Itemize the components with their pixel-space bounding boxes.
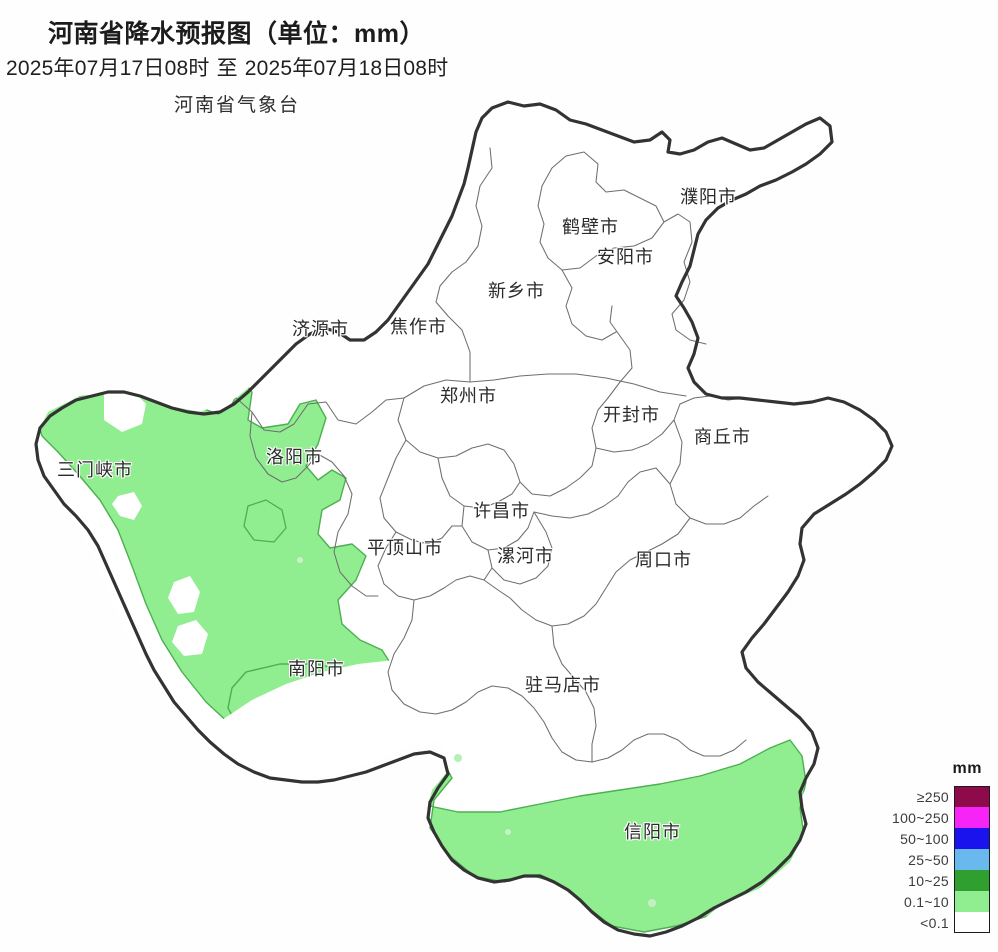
legend-unit-label: mm <box>952 760 982 777</box>
legend-row: 100~250 <box>890 807 990 828</box>
city-label: 新乡市 <box>488 281 545 301</box>
legend-color-swatch <box>954 786 990 807</box>
city-label: 三门峡市 <box>57 460 133 480</box>
city-label: 驻马店市 <box>525 675 601 695</box>
legend-row: 25~50 <box>890 849 990 870</box>
legend-color-swatch <box>954 849 990 870</box>
legend-range-label: ≥250 <box>916 788 949 805</box>
province-boundary <box>34 100 894 938</box>
city-label: 安阳市 <box>597 247 654 267</box>
legend-row: ≥250 <box>890 786 990 807</box>
city-label: 信阳市 <box>624 822 681 842</box>
legend-row: 0.1~10 <box>890 891 990 912</box>
city-label: 濮阳市 <box>680 187 737 207</box>
city-label: 济源市 <box>292 319 349 339</box>
legend-range-label: 50~100 <box>900 830 949 847</box>
legend-color-swatch <box>954 807 990 828</box>
city-label: 南阳市 <box>288 659 345 679</box>
city-label: 周口市 <box>635 550 692 570</box>
city-label: 洛阳市 <box>266 447 323 467</box>
legend-color-swatch <box>954 891 990 912</box>
legend-range-label: <0.1 <box>920 914 949 931</box>
city-label: 漯河市 <box>497 546 554 566</box>
city-label: 鹤壁市 <box>562 217 619 237</box>
legend-entries: ≥250 100~250 50~100 25~50 10~25 0.1~10 <0.1 <box>890 786 990 933</box>
legend-row: 10~25 <box>890 870 990 891</box>
legend-range-label: 10~25 <box>908 872 949 889</box>
city-label: 许昌市 <box>473 501 530 521</box>
city-label: 商丘市 <box>694 427 751 447</box>
legend-color-swatch <box>954 828 990 849</box>
legend-range-label: 100~250 <box>892 809 949 826</box>
legend-row: <0.1 <box>890 912 990 933</box>
city-label: 开封市 <box>603 405 660 425</box>
precipitation-band-0.1-10 <box>35 381 807 933</box>
legend-row: 50~100 <box>890 828 990 849</box>
city-label: 平顶山市 <box>367 538 443 558</box>
legend-color-swatch <box>954 912 990 933</box>
legend: mm ≥250 100~250 50~100 25~50 10~25 0.1~10 <0.1 <box>890 760 990 942</box>
city-label: 郑州市 <box>440 386 497 406</box>
city-label: 焦作市 <box>390 317 447 337</box>
legend-color-swatch <box>954 870 990 891</box>
legend-range-label: 0.1~10 <box>903 893 949 910</box>
legend-range-label: 25~50 <box>908 851 949 868</box>
